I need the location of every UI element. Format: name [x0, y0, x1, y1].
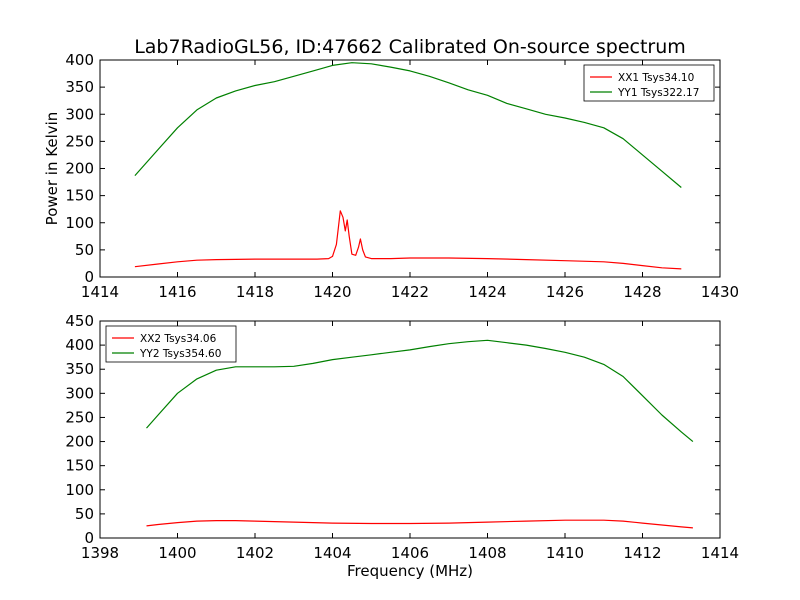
- chart1-x-tick-label: 1422: [391, 283, 429, 301]
- chart2-legend-label-2: YY2 Tsys354.60: [139, 348, 221, 360]
- chart1-legend: XX1 Tsys34.10 YY1 Tsys322.17: [583, 64, 715, 102]
- chart2-x-tick-label: 1414: [701, 544, 739, 562]
- chart1-y-tick-label: 150: [65, 187, 94, 205]
- chart2-x-tick-label: 1408: [468, 544, 506, 562]
- chart1-y-tick-label: 0: [84, 268, 94, 286]
- chart2-y-tick-label: 100: [65, 481, 94, 499]
- chart2-y-tick-label: 200: [65, 433, 94, 451]
- chart2-x-tick-label: 1402: [236, 544, 274, 562]
- chart1-legend-label-2: YY1 Tsys322.17: [617, 87, 699, 99]
- chart1-y-tick-label: 50: [75, 241, 94, 259]
- chart2-y-tick-label: 450: [65, 312, 94, 330]
- chart2-y-tick-label: 50: [75, 505, 94, 523]
- chart1-x-tick-label: 1426: [546, 283, 584, 301]
- chart2-x-tick-label: 1410: [546, 544, 584, 562]
- chart1-legend-label-1: XX1 Tsys34.10: [618, 72, 694, 84]
- chart1-x-tick-label: 1416: [158, 283, 196, 301]
- chart1-y-tick-label: 250: [65, 132, 94, 150]
- chart1-x-tick-label: 1430: [701, 283, 739, 301]
- x-axis-label: Frequency (MHz): [347, 562, 473, 580]
- chart1-legend-box: [583, 64, 715, 102]
- plot-bottom: 1398 1400 1402 1404 1406 1408 1410 1412 1414 0 50 1…: [65, 312, 739, 562]
- chart1-y-tick-label: 200: [65, 160, 94, 178]
- chart2-x-tick-label: 1406: [391, 544, 429, 562]
- chart1-y-tick-label: 350: [65, 78, 94, 96]
- chart1-y-tick-label: 400: [65, 51, 94, 69]
- chart2-series-2-line: [146, 339, 694, 443]
- chart2-x-tick-label: 1412: [623, 544, 661, 562]
- chart2-x-tick-label: 1404: [313, 544, 351, 562]
- chart1-series-1-line: [134, 210, 682, 270]
- chart2-legend-box: [105, 325, 237, 363]
- chart2-x-tick-label: 1398: [81, 544, 119, 562]
- chart2-y-tick-label: 0: [84, 529, 94, 547]
- chart1-x-tick-label: 1428: [623, 283, 661, 301]
- chart2-legend-label-1: XX2 Tsys34.06: [140, 333, 217, 345]
- chart1-x-tick-label: 1418: [236, 283, 274, 301]
- chart2-legend: XX2 Tsys34.06 YY2 Tsys354.60: [105, 325, 237, 363]
- chart1-y-axis-label: Power in Kelvin: [43, 112, 61, 226]
- chart2-y-tick-label: 150: [65, 457, 94, 475]
- chart2-y-tick-label: 250: [65, 408, 94, 426]
- chart2-x-tick-label: 1400: [158, 544, 196, 562]
- chart2-y-tick-label: 300: [65, 384, 94, 402]
- chart1-y-tick-label: 300: [65, 105, 94, 123]
- chart2-series-1-line: [146, 519, 693, 529]
- chart1-x-tick-label: 1420: [313, 283, 351, 301]
- chart1-x-tick-label: 1414: [81, 283, 119, 301]
- plot-top: 1414 1416 1418 1420 1422 1424 1426 1428 1430 0 50 1…: [43, 51, 739, 301]
- chart1-y-tick-label: 100: [65, 214, 94, 232]
- chart1-x-tick-label: 1424: [468, 283, 506, 301]
- chart2-y-tick-label: 350: [65, 360, 94, 378]
- chart-title: Lab7RadioGL56, ID:47662 Calibrated On-so…: [134, 36, 686, 58]
- chart1-series-2-line: [134, 62, 682, 188]
- chart2-y-tick-label: 400: [65, 336, 94, 354]
